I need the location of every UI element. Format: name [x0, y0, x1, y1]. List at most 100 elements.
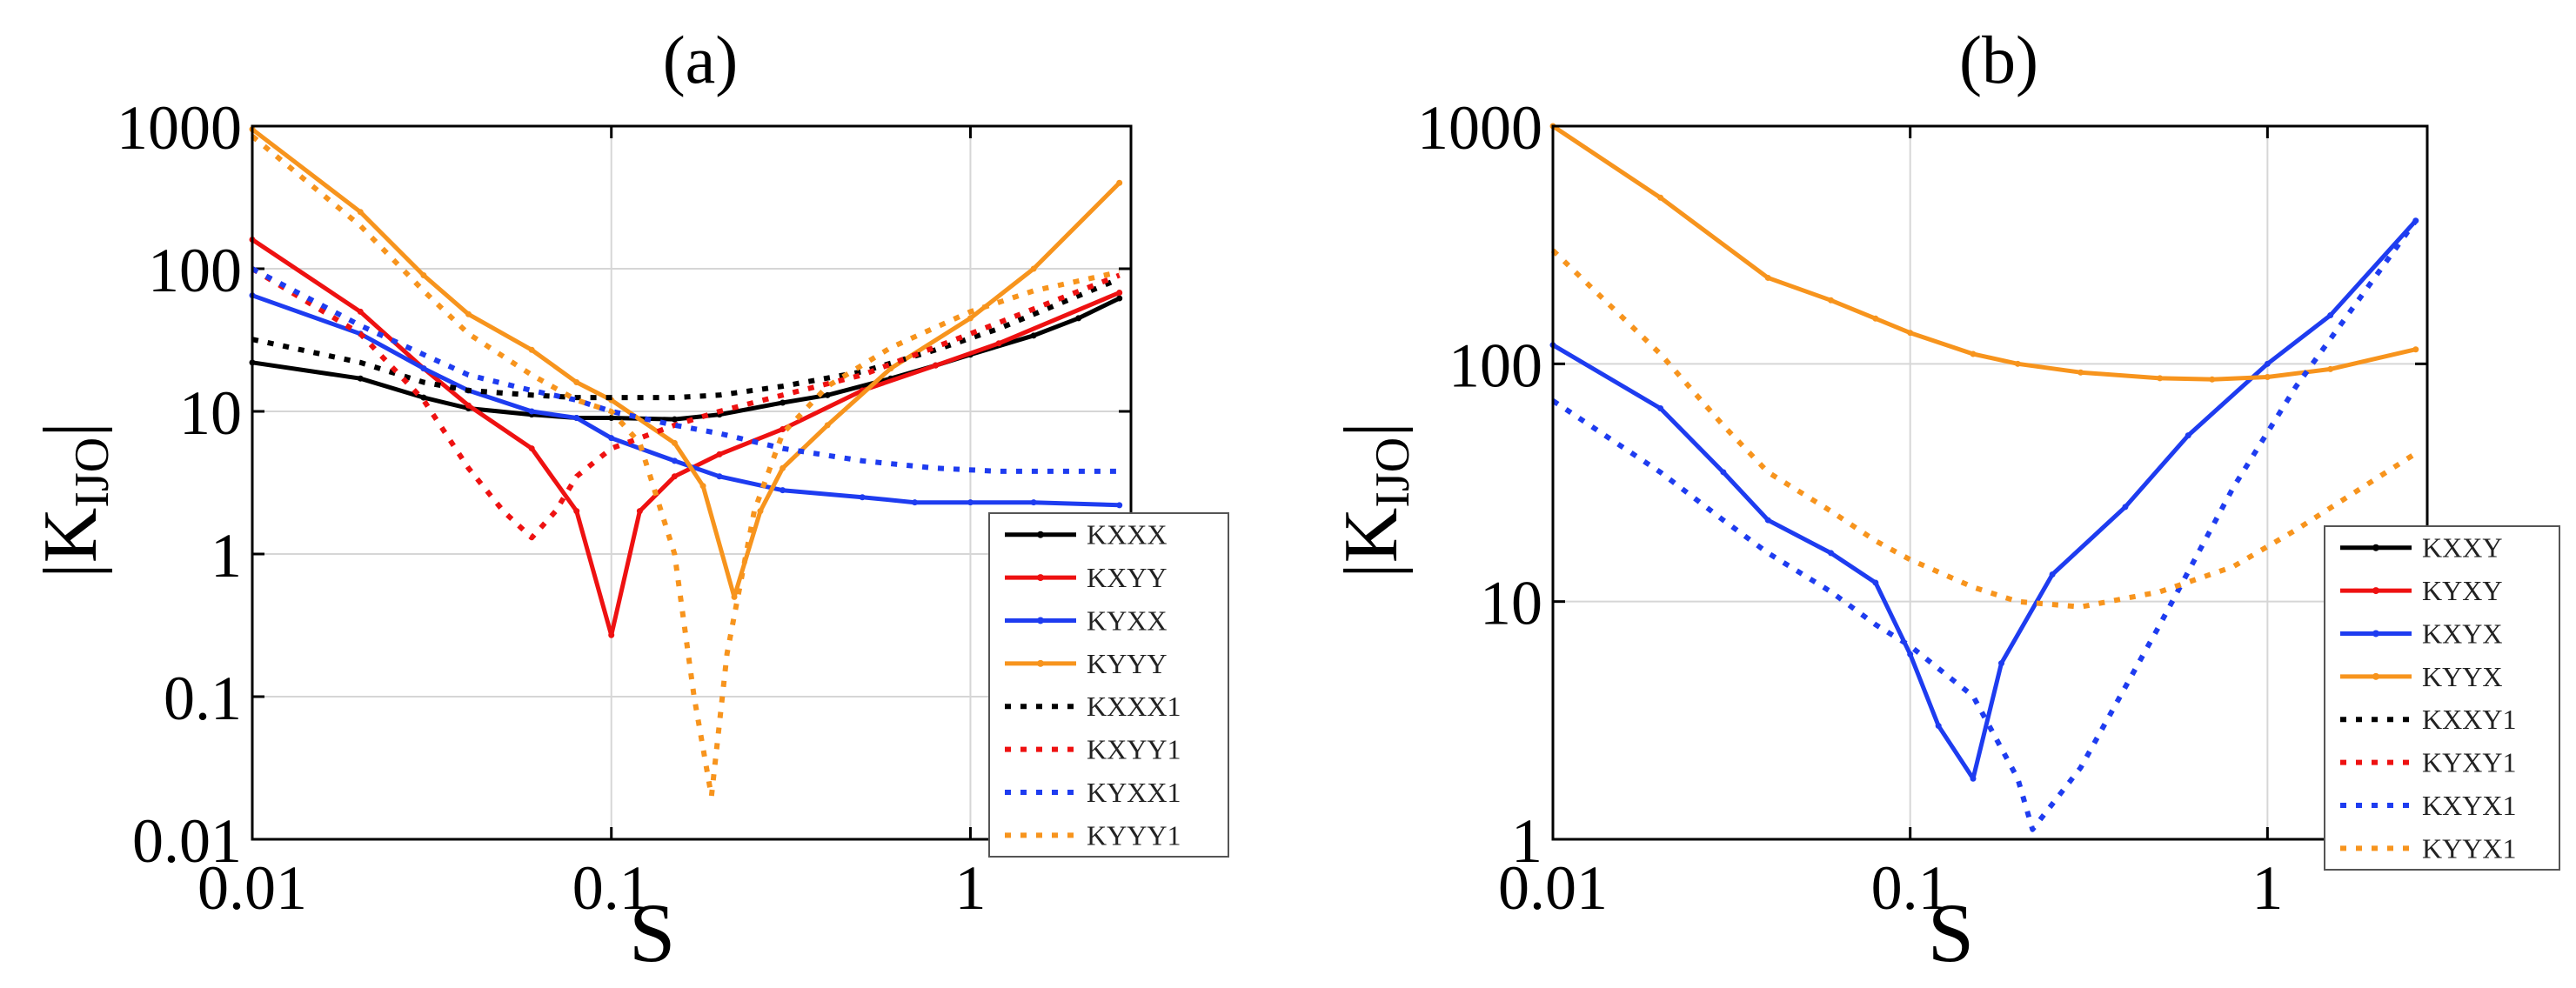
y-label-subscript: IJO [65, 437, 119, 508]
y-label-main: |K [29, 508, 113, 578]
data-point-kxyx [1907, 651, 1914, 658]
data-point-kxyy [779, 425, 786, 432]
data-point-kyyx [1907, 330, 1914, 337]
data-point-kxxx [1075, 315, 1082, 322]
y-tick-label: 100 [1449, 330, 1542, 400]
x-tick-label: 0.1 [1871, 853, 1950, 923]
series-line-kxxx1 [251, 276, 1121, 401]
legend-label-kxyx1: KXYX1 [2422, 790, 2516, 821]
legend-marker [1037, 659, 1044, 667]
data-point-kyyy [528, 346, 535, 353]
legend-label-kxxy: KXXY [2422, 532, 2502, 564]
y-label-end: | [29, 422, 113, 437]
data-point-kyxx [967, 499, 974, 506]
series-line-kyyx [1551, 124, 2417, 382]
legend: KXXX KXYY KYXX KYYY KXXX1 KXYY1 KYXX1 KYYY1 [988, 512, 1229, 858]
data-point-kyxx [912, 499, 919, 506]
data-point-kyyx [2412, 346, 2419, 353]
data-point-kxxx [671, 416, 678, 423]
legend-box [2324, 525, 2560, 871]
data-point-kxxx [608, 415, 615, 422]
y-axis-label: |KIJO| [1329, 422, 1420, 578]
y-tick-label: 1 [211, 521, 242, 591]
data-point-kyyx [1970, 350, 1977, 357]
legend: KXXY KYXY KXYX KYYX KXXY1 KYXY1 KXYX1 KYYX1 [2324, 525, 2560, 871]
legend-box [988, 512, 1229, 858]
panel-title: (a) [663, 22, 739, 97]
y-tick-label: 100 [148, 236, 242, 305]
data-point-kxyx [1828, 550, 1835, 557]
legend-label-kyxy: KYXY [2422, 575, 2502, 606]
legend-label-kyyx: KYYX [2422, 661, 2502, 692]
x-tick-label: 0.01 [197, 853, 307, 923]
data-point-kxxx [357, 375, 364, 382]
data-point-kyyx [2078, 369, 2084, 376]
data-point-kyyx [1872, 315, 1879, 322]
data-point-kyyx [1657, 194, 1664, 201]
legend-label-kxyy1: KXYY1 [1087, 734, 1181, 765]
data-point-kyyy [1030, 265, 1037, 272]
legend-label-kxxx1: KXXX1 [1087, 691, 1181, 722]
data-point-kxyy [608, 631, 615, 638]
data-point-kyyx [2327, 365, 2334, 372]
series-line-kyxx1 [251, 266, 1120, 474]
data-point-kyxx [716, 473, 723, 480]
legend-marker [2372, 630, 2379, 638]
legend-marker [2372, 587, 2379, 595]
data-point-kxyy [528, 445, 535, 452]
data-point-kyyy [573, 379, 580, 386]
data-point-kxyy [995, 340, 1002, 347]
legend-label-kyxx1: KYXX1 [1087, 777, 1181, 808]
data-point-kxyy [465, 402, 472, 409]
legend-marker [2372, 672, 2379, 680]
plot-frame [1551, 124, 2429, 841]
y-label-main: |K [1329, 508, 1414, 578]
x-tick-label: 0.01 [1498, 853, 1608, 923]
data-point-kxyx [1764, 517, 1771, 524]
data-point-kyxx [420, 365, 427, 372]
data-point-kyyy [779, 464, 786, 471]
y-tick-label: 0.1 [164, 664, 242, 733]
y-label-subscript: IJO [1366, 437, 1420, 508]
data-point-kxyx [2185, 432, 2191, 439]
x-tick-label: 1 [954, 853, 986, 923]
x-tick-label: 1 [2251, 853, 2283, 923]
legend-label-kyxx: KYXX [1087, 604, 1167, 636]
data-point-kyyy [671, 439, 678, 446]
legend-label-kyyy1: KYYY1 [1087, 819, 1181, 851]
x-axis-label: S [629, 886, 675, 979]
legend-label-kxxx: KXXX [1087, 519, 1167, 551]
data-point-kyyx [1764, 274, 1771, 281]
data-point-kyyy [824, 422, 831, 429]
data-point-kyxx [528, 408, 535, 415]
data-point-kyyx [2014, 360, 2021, 367]
data-point-kxyy [573, 508, 580, 515]
data-point-kxxx [779, 399, 786, 406]
chart-panel-a: 0.01 0.1 10.010.11101001000(a)S|KIJO|KXXXK… [29, 22, 1229, 979]
data-point-kyxx [779, 487, 786, 494]
data-point-kxxx [420, 394, 427, 401]
data-point-kxxx [824, 391, 831, 398]
legend-label-kxyy: KXYY [1087, 562, 1167, 593]
data-point-kxyy [636, 508, 643, 515]
data-point-kxyx [2327, 312, 2334, 319]
legend-marker [1037, 617, 1044, 624]
legend-label-kyyx1: KYYX1 [2422, 832, 2516, 864]
series-line-kyyx1 [1550, 248, 2418, 610]
data-point-kxyy [1116, 289, 1123, 296]
data-point-kxyx [1970, 775, 1977, 782]
data-point-kyxx [608, 435, 615, 442]
data-point-kyyy [967, 315, 974, 322]
x-axis-label: S [1928, 886, 1974, 979]
y-tick-label: 10 [1480, 569, 1542, 638]
data-point-kxyx [1935, 723, 1942, 730]
data-point-kxyx [2049, 571, 2056, 578]
data-point-kyyx [2209, 376, 2216, 383]
data-point-kyyx [1828, 297, 1835, 304]
y-tick-label: 1000 [1417, 93, 1542, 163]
data-point-kxyy [671, 473, 678, 480]
data-point-kyyy [731, 593, 738, 600]
data-point-kxxx [1030, 332, 1037, 339]
data-point-kxyx [2264, 360, 2271, 367]
